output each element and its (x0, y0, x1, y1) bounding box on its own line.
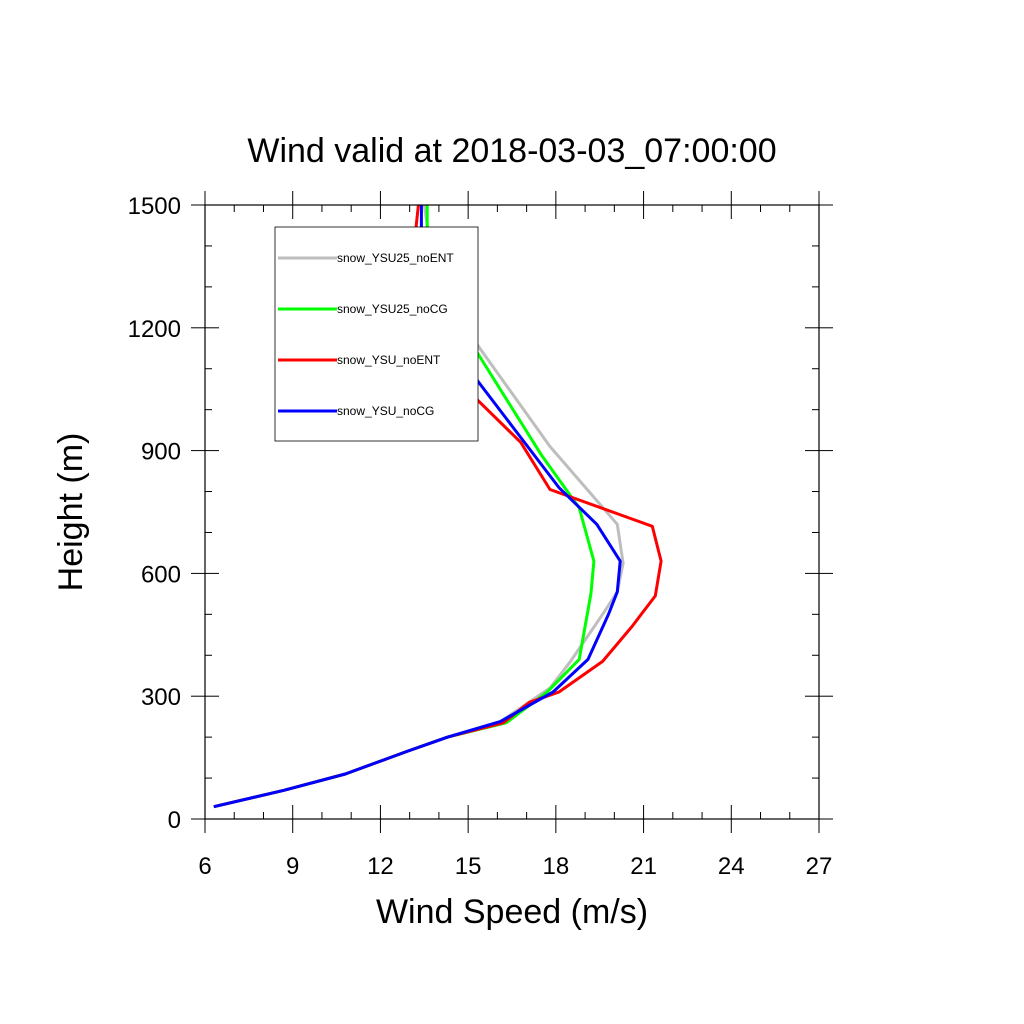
x-tick-label: 24 (718, 853, 745, 880)
x-tick-label: 6 (198, 853, 211, 880)
x-axis-label: Wind Speed (m/s) (376, 893, 648, 931)
y-tick-label: 0 (168, 807, 181, 834)
y-axis-label: Height (m) (52, 433, 90, 592)
x-tick-label: 9 (286, 853, 299, 880)
legend-label: snow_YSU25_noENT (337, 251, 454, 265)
legend-label: snow_YSU_noENT (337, 353, 441, 367)
axis-tick-labels: 6 9 12 15 18 21 24 27 0 300 600 900 1200 1500 (128, 193, 833, 880)
y-tick-label: 600 (141, 561, 181, 588)
x-tick-label: 15 (455, 853, 482, 880)
plot-frame (204, 204, 820, 820)
legend-label: snow_YSU25_noCG (337, 302, 448, 316)
y-tick-label: 1200 (128, 316, 181, 343)
chart-title: Wind valid at 2018-03-03_07:00:00 (247, 132, 776, 170)
y-tick-label: 1500 (128, 193, 181, 220)
legend-box (274, 226, 479, 442)
y-tick-label: 300 (141, 684, 181, 711)
x-tick-label: 21 (630, 853, 657, 880)
y-tick-label: 900 (141, 439, 181, 466)
legend: snow_YSU25_noENT snow_YSU25_noCG snow_YSU_… (274, 226, 479, 442)
legend-label: snow_YSU_noCG (337, 404, 434, 418)
x-tick-label: 12 (367, 853, 394, 880)
x-tick-label: 27 (806, 853, 833, 880)
x-tick-label: 18 (543, 853, 570, 880)
